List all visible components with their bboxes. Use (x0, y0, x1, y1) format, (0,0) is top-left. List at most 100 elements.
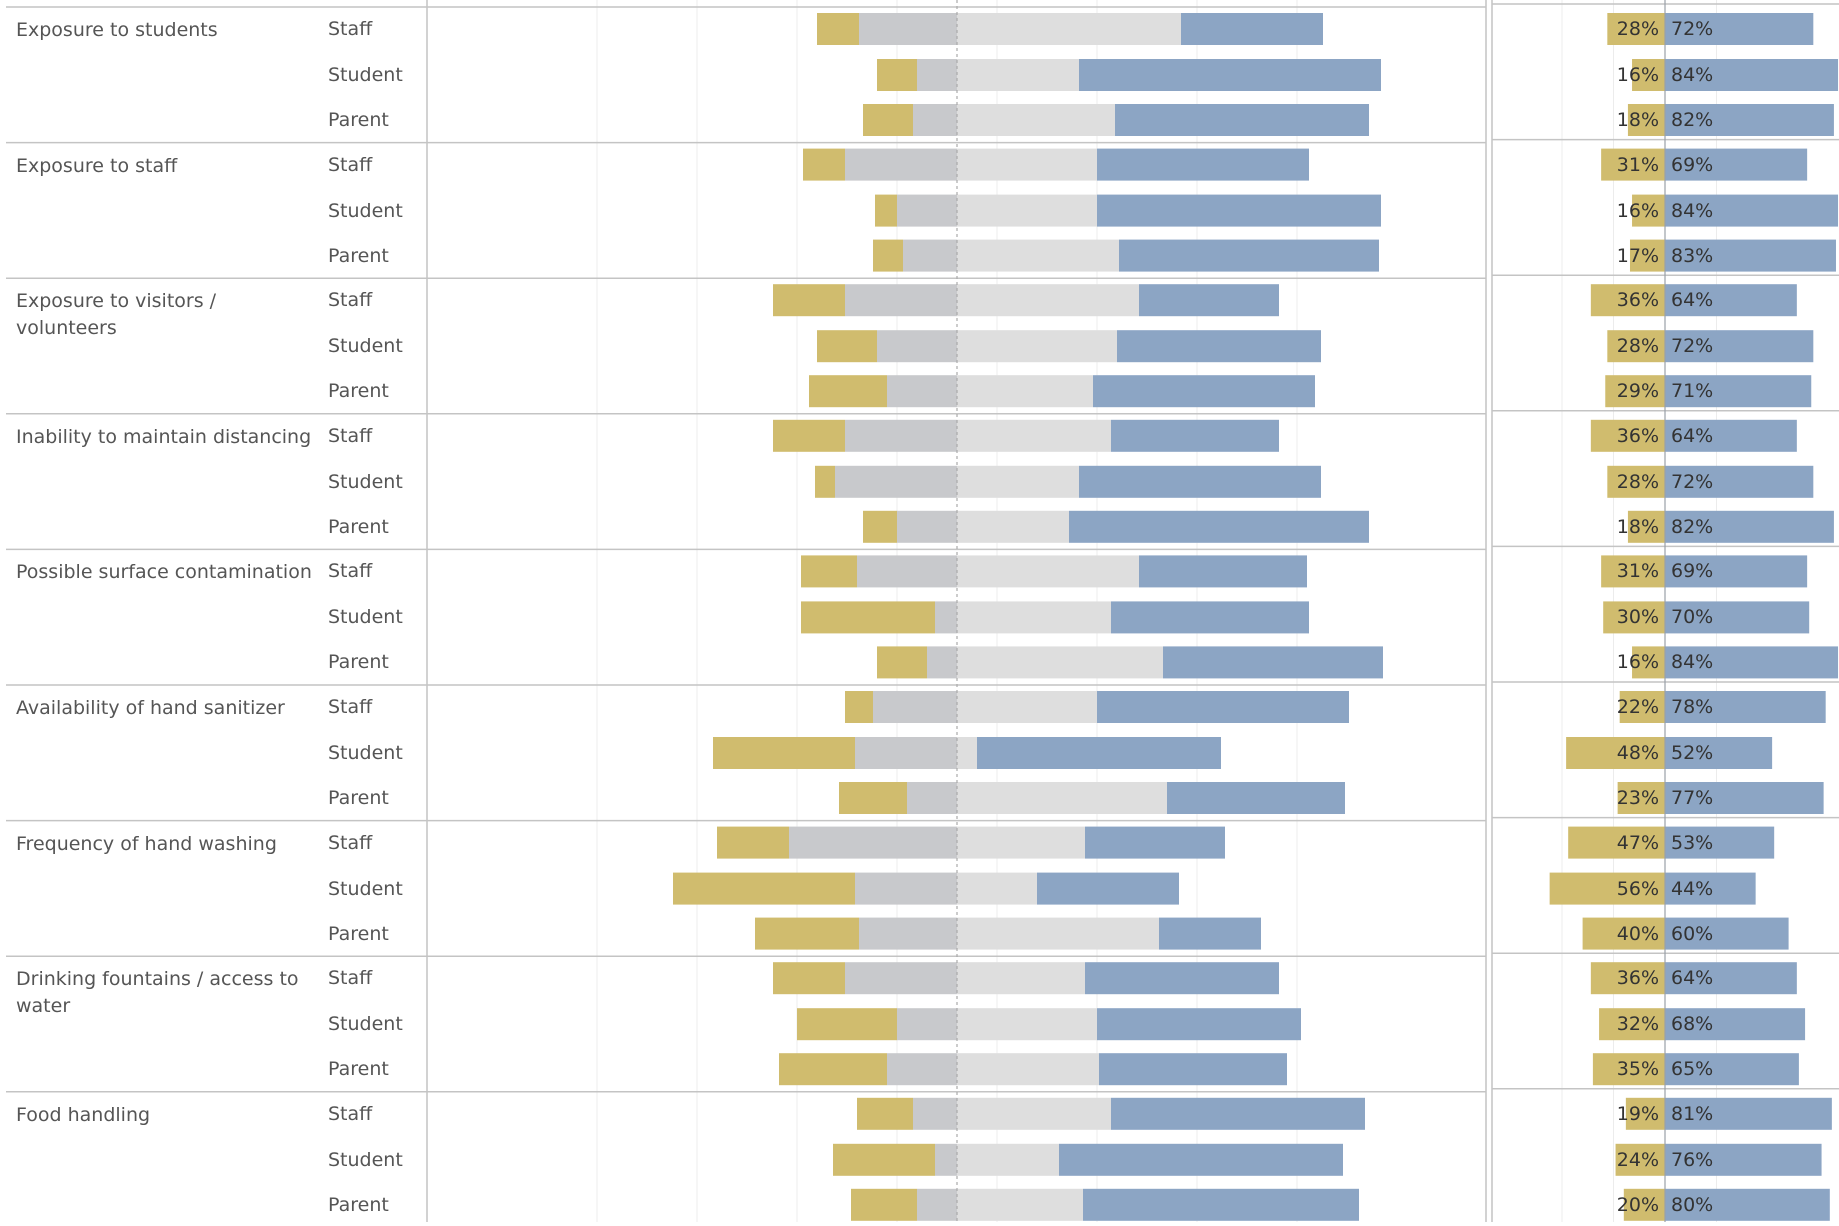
summary-bar-concern (1607, 330, 1665, 363)
summary-bar-no-concern (1665, 737, 1773, 769)
bar-segment-concern (855, 737, 957, 769)
bar-segment-no-concern (957, 826, 1085, 859)
summary-bar-no-concern (1665, 1097, 1832, 1130)
bar-segment-strong-no-concern (1097, 691, 1349, 723)
bar-segment-no-concern (957, 375, 1093, 408)
bar-segment-concern (887, 1053, 957, 1086)
bar-segment-concern (835, 465, 957, 498)
concern-percent-label: 28% (1616, 470, 1659, 493)
bar-segment-concern (935, 1143, 957, 1176)
group-label: Student (328, 606, 403, 629)
category-label: Exposure to students (16, 19, 218, 41)
group-label: Parent (328, 244, 389, 267)
bar-segment-concern (907, 782, 957, 814)
summary-bar-no-concern (1665, 330, 1814, 363)
summary-bar-no-concern (1665, 555, 1808, 588)
no-concern-percent-label: 82% (1671, 109, 1714, 131)
bar-segment-concern (917, 59, 957, 91)
bar-segment-concern (913, 104, 957, 136)
group-label: Student (328, 335, 403, 358)
summary-bar-concern (1590, 284, 1665, 317)
bar-segment-no-concern (957, 601, 1111, 634)
bar-segment-strong-no-concern (977, 737, 1221, 769)
bar-segment-no-concern (957, 239, 1119, 272)
group-label: Student (328, 470, 403, 493)
summary-bar-concern (1592, 1053, 1665, 1086)
group-label: Student (328, 742, 403, 764)
group-label: Student (328, 64, 403, 86)
summary-bar-no-concern (1665, 1008, 1806, 1041)
no-concern-percent-label: 69% (1671, 560, 1714, 583)
summary-bar-no-concern (1665, 691, 1826, 723)
bar-segment-concern (845, 284, 957, 317)
group-label: Student (328, 877, 403, 900)
summary-bar-concern (1619, 691, 1665, 723)
bar-segment-strong-concern (809, 375, 887, 408)
bar-segment-concern (857, 555, 957, 588)
no-concern-percent-label: 72% (1671, 18, 1714, 40)
bar-segment-strong-concern (815, 465, 835, 498)
no-concern-percent-label: 82% (1671, 515, 1714, 538)
bar-segment-strong-no-concern (1079, 465, 1321, 498)
bar-segment-strong-concern (833, 1143, 935, 1176)
summary-bar-concern (1603, 601, 1665, 634)
summary-bar-concern (1632, 59, 1665, 91)
category-label: Exposure to visitors / volunteers (16, 290, 217, 340)
bar-segment-strong-concern (845, 691, 873, 723)
bar-segment-no-concern (957, 646, 1163, 679)
summary-bar-concern (1623, 1188, 1665, 1221)
no-concern-percent-label: 64% (1671, 967, 1714, 990)
bar-segment-strong-concern (851, 1188, 917, 1221)
bar-segment-strong-no-concern (1115, 104, 1369, 136)
bar-segment-strong-no-concern (1069, 510, 1369, 543)
bar-segment-no-concern (957, 782, 1167, 814)
summary-bar-no-concern (1665, 465, 1814, 498)
group-label: Staff (328, 289, 373, 312)
bar-segment-no-concern (957, 194, 1097, 227)
bar-segment-concern (877, 330, 957, 363)
summary-bar-no-concern (1665, 601, 1810, 634)
bar-segment-no-concern (957, 1097, 1111, 1130)
group-label: Staff (328, 967, 373, 990)
summary-bar-concern (1629, 239, 1665, 272)
group-label: Parent (328, 651, 389, 674)
concern-percent-label: 16% (1616, 651, 1659, 674)
bar-segment-strong-concern (773, 284, 845, 317)
bar-segment-strong-no-concern (1097, 194, 1381, 227)
no-concern-percent-label: 84% (1671, 651, 1714, 674)
summary-bar-concern (1625, 1097, 1665, 1130)
bar-segment-concern (859, 13, 957, 45)
summary-bar-no-concern (1665, 917, 1789, 950)
bar-segment-no-concern (957, 104, 1115, 136)
no-concern-percent-label: 78% (1671, 696, 1714, 718)
bar-segment-no-concern (957, 330, 1117, 363)
bar-segment-concern (903, 239, 957, 272)
concern-percent-label: 16% (1616, 64, 1659, 86)
group-label: Student (328, 1013, 403, 1036)
bar-segment-strong-concern (673, 872, 855, 905)
concern-percent-label: 24% (1616, 1148, 1659, 1171)
category-label: Food handling (16, 1103, 151, 1126)
summary-bar-concern (1582, 917, 1665, 950)
bar-segment-strong-no-concern (1083, 1188, 1359, 1221)
bar-segment-no-concern (957, 917, 1159, 950)
bar-segment-strong-no-concern (1111, 1097, 1365, 1130)
no-concern-percent-label: 44% (1671, 877, 1714, 900)
bar-segment-strong-no-concern (1079, 59, 1381, 91)
bar-segment-strong-no-concern (1111, 601, 1309, 634)
bar-segment-strong-concern (875, 194, 897, 227)
bar-segment-no-concern (957, 737, 977, 769)
summary-bar-concern (1599, 1008, 1665, 1041)
concern-percent-label: 18% (1616, 515, 1659, 538)
summary-bar-no-concern (1665, 1053, 1799, 1086)
no-concern-percent-label: 77% (1671, 787, 1714, 809)
bar-segment-strong-no-concern (1037, 872, 1179, 905)
bar-segment-concern (897, 194, 957, 227)
category-label: Possible surface contamination (16, 561, 312, 584)
no-concern-percent-label: 84% (1671, 199, 1714, 222)
no-concern-percent-label: 76% (1671, 1148, 1714, 1171)
no-concern-percent-label: 80% (1671, 1193, 1714, 1216)
summary-bar-no-concern (1665, 284, 1797, 317)
no-concern-percent-label: 71% (1671, 380, 1714, 403)
summary-bar-no-concern (1665, 782, 1824, 814)
